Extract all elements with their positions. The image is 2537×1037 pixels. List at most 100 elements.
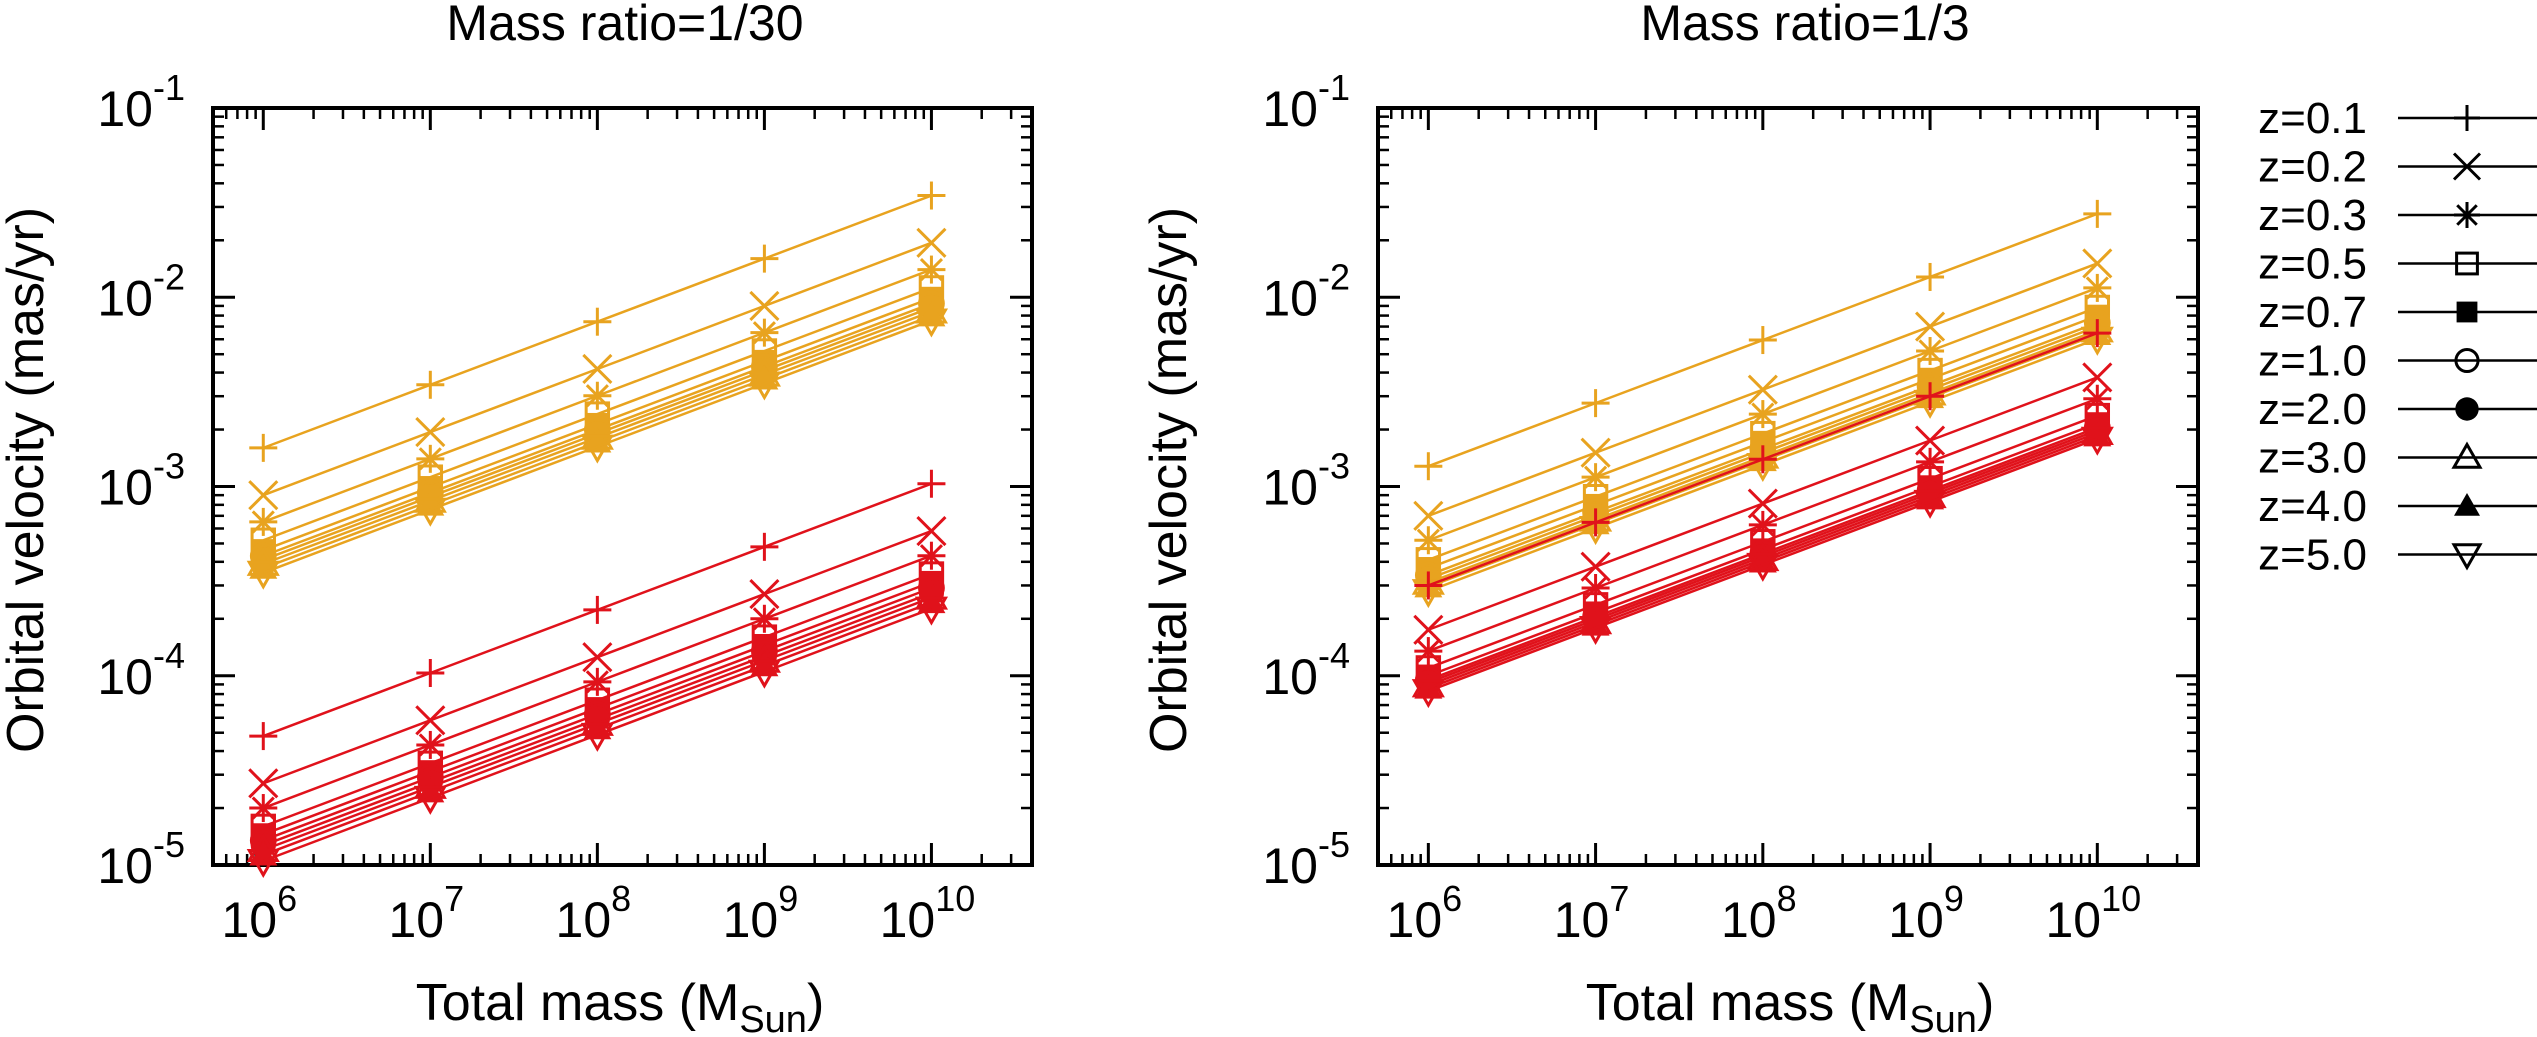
y-axis-label: Orbital velocity (mas/yr) <box>1140 207 1198 753</box>
data-point <box>750 532 779 561</box>
data-point <box>916 227 947 258</box>
legend-marker <box>2451 543 2483 571</box>
legend-label: z=0.2 <box>2258 143 2367 192</box>
data-point <box>1748 445 1777 474</box>
data-point <box>416 370 445 399</box>
legend-label: z=2.0 <box>2258 385 2367 434</box>
y-tick-label: 10-1 <box>1262 67 1350 137</box>
legend-entry: z=0.1 <box>2258 94 2537 143</box>
series-z=5.0 <box>246 308 949 590</box>
data-point <box>747 659 781 689</box>
legend: z=0.1z=0.2z=0.3z=0.5z=0.7z=1.0z=2.0z=3.0… <box>2258 94 2537 580</box>
data-point <box>248 768 279 799</box>
data-point <box>583 307 612 336</box>
data-point <box>916 515 947 547</box>
data-point <box>2083 319 2112 348</box>
data-point <box>582 642 613 673</box>
legend-entry: z=0.5 <box>2258 240 2537 289</box>
legend-label: z=1.0 <box>2258 337 2367 386</box>
legend-marker <box>2455 397 2479 421</box>
data-point <box>1580 551 1611 582</box>
data-point <box>1747 374 1778 405</box>
data-point <box>1581 508 1610 537</box>
data-point <box>2083 199 2112 228</box>
legend-marker <box>2454 202 2480 228</box>
x-tick-label: 109 <box>723 878 799 948</box>
series-z=0.1 <box>1414 199 2112 481</box>
y-tick-label: 10-5 <box>1262 824 1350 894</box>
data-point <box>1579 615 1613 646</box>
x-tick-label: 1010 <box>2045 878 2141 948</box>
data-point <box>415 417 446 448</box>
data-point <box>917 181 946 210</box>
data-point <box>914 308 949 338</box>
legend-marker <box>2452 152 2482 181</box>
data-point <box>747 371 781 401</box>
legend-entry: z=0.2 <box>2258 143 2537 192</box>
data-point <box>246 848 280 879</box>
x-tick-label: 108 <box>556 878 632 948</box>
y-axis-label: Orbital velocity (mas/yr) <box>0 207 55 753</box>
data-point <box>749 579 780 610</box>
data-point <box>416 658 445 687</box>
data-point <box>1913 489 1947 519</box>
data-point <box>1746 552 1780 582</box>
data-point <box>415 705 446 736</box>
data-point <box>413 785 447 815</box>
y-tick-label: 10-5 <box>97 824 185 894</box>
data-point <box>582 353 613 385</box>
data-point <box>246 560 280 590</box>
series-z=0.2 <box>1413 362 2113 645</box>
x-axis-label-main: Total mass (M <box>416 974 740 1032</box>
x-tick-label: 1010 <box>880 878 976 948</box>
series-z=0.2 <box>248 515 947 799</box>
legend-label: z=0.3 <box>2258 191 2367 240</box>
legend-marker <box>2454 105 2480 131</box>
x-axis-label: Total mass (MSun) <box>416 974 825 1037</box>
legend-label: z=4.0 <box>2258 482 2367 531</box>
plot-area: 10-5 10-4 10-3 10-2 10-1 106 107 108 109 1010 <box>97 67 1034 948</box>
data-point <box>750 244 779 273</box>
series-z=4.0 <box>249 301 946 579</box>
data-point <box>583 595 612 624</box>
plot-frame <box>211 106 1034 867</box>
data-point <box>1748 326 1777 355</box>
legend-marker <box>2455 251 2479 276</box>
series-z=0.2 <box>1413 248 2113 531</box>
legend-label: z=0.1 <box>2258 94 2367 143</box>
x-tick-label: 108 <box>1721 878 1797 948</box>
data-point <box>248 480 279 511</box>
legend-entry: z=0.3 <box>2258 191 2537 240</box>
x-tick-label: 106 <box>221 878 297 948</box>
x-axis-label-sub: Sun <box>739 999 807 1037</box>
data-point <box>1411 679 1445 709</box>
legend-label: z=5.0 <box>2258 531 2367 580</box>
data-point <box>580 434 614 464</box>
legend-label: z=0.5 <box>2258 240 2367 289</box>
series-z=0.1 <box>1414 319 2112 600</box>
legend-marker <box>2454 347 2480 374</box>
y-tick-label: 10-3 <box>97 446 185 516</box>
x-axis-label-main: Total mass (M <box>1586 974 1910 1032</box>
data-point <box>1916 382 1945 411</box>
series-z=0.3 <box>249 541 946 823</box>
series-z=5.0 <box>246 596 949 879</box>
data-point <box>917 469 946 498</box>
series-line <box>262 319 932 574</box>
x-axis-label-close: ) <box>1977 974 1994 1032</box>
legend-entry: z=4.0 <box>2258 482 2537 531</box>
data-point <box>914 596 949 626</box>
y-tick-label: 10-4 <box>1262 635 1350 705</box>
data-point <box>1915 425 1946 456</box>
legend-entry: z=0.7 <box>2258 288 2537 337</box>
legend-entry: z=3.0 <box>2258 434 2537 483</box>
series-z=5.0 <box>1411 426 2114 709</box>
x-axis-label: Total mass (MSun) <box>1586 974 1995 1037</box>
data-point <box>2080 426 2114 456</box>
x-tick-label: 107 <box>1554 878 1630 948</box>
legend-marker <box>2456 301 2478 323</box>
legend-marker <box>2454 493 2480 516</box>
legend-label: z=0.7 <box>2258 288 2367 337</box>
plot-area: 10-5 10-4 10-3 10-2 10-1 106 107 108 109 1010 <box>1262 67 2200 948</box>
data-point <box>1915 311 1946 342</box>
